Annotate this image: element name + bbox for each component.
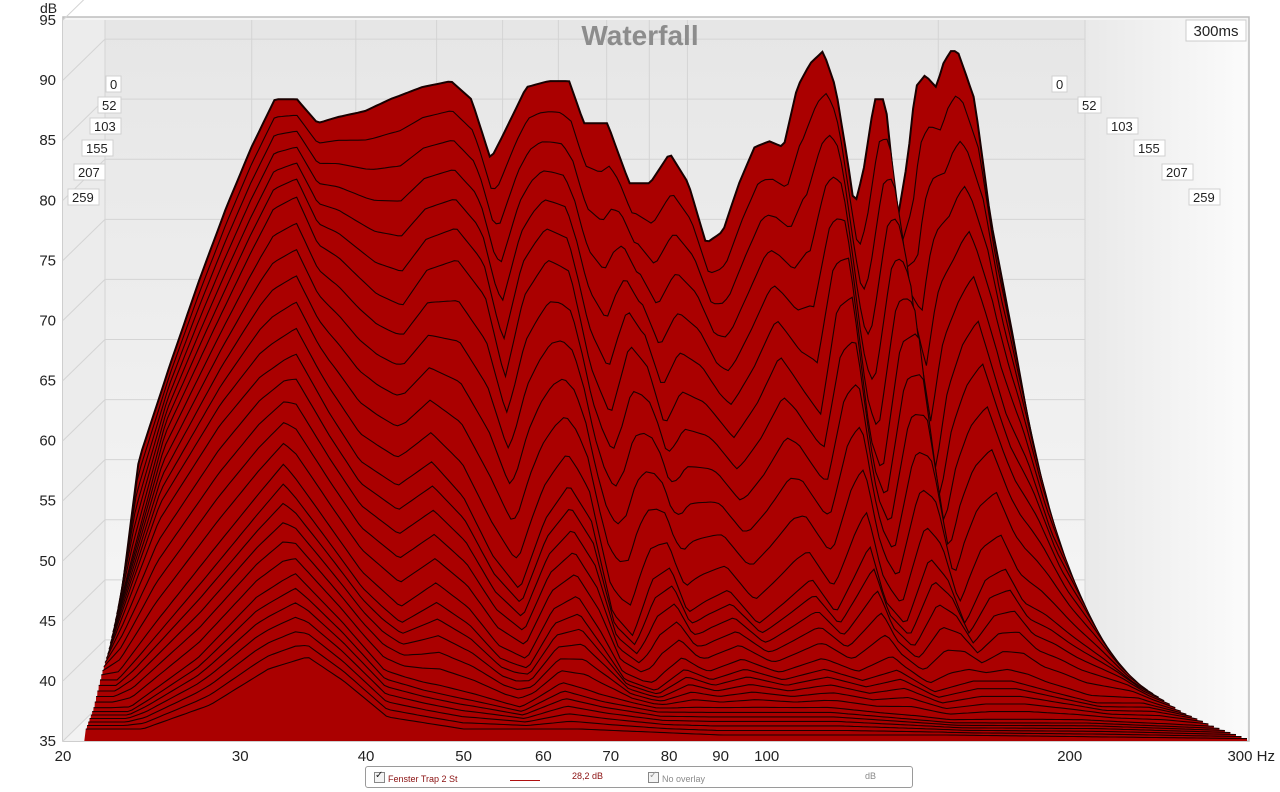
slice-line	[107, 353, 1154, 695]
slice-line	[90, 602, 1225, 732]
slice-line	[122, 50, 1088, 689]
slice-line	[85, 657, 1248, 740]
slice-line	[109, 301, 1143, 688]
overlay-item-2[interactable]: No overlay	[648, 770, 706, 784]
slice-line	[104, 401, 1165, 702]
overlay-item-2-label: No overlay	[662, 774, 706, 784]
time-slice-labels-right: 0 52 103 155 207 259	[1051, 75, 1221, 206]
slice-line	[103, 422, 1171, 705]
time-slice-label: 52	[102, 98, 116, 113]
chart-title: Waterfall	[581, 20, 698, 51]
overlay-item-1-value: 28,2 dB	[572, 771, 604, 781]
time-slice-label: 103	[94, 119, 116, 134]
slice-line	[100, 483, 1187, 715]
slice-line	[92, 587, 1220, 729]
x-tick-label: 40	[358, 748, 375, 765]
time-readout: 300ms	[1185, 19, 1247, 42]
time-slice-label-box	[1161, 163, 1194, 181]
checkbox-icon[interactable]	[374, 770, 385, 783]
overlay-item-1-label: Fenster Trap 2 St	[388, 774, 458, 784]
time-slice-label: 52	[1082, 98, 1096, 113]
series-line-swatch	[510, 776, 540, 786]
y-tick-label: 40	[39, 673, 56, 690]
time-slice-label: 103	[1111, 119, 1133, 134]
y-tick-label: 95	[39, 12, 56, 29]
y-tick-label: 35	[39, 733, 56, 750]
slice-line	[96, 541, 1203, 722]
time-slice-label: 207	[78, 165, 100, 180]
y-tick-label: 75	[39, 252, 56, 269]
time-slice-label-box	[1077, 96, 1102, 114]
time-slice-label: 0	[110, 77, 117, 92]
time-slice-label: 0	[1056, 77, 1063, 92]
waterfall-surface	[84, 50, 1248, 741]
time-slice-label-box	[1106, 117, 1139, 135]
y-tick-label: 60	[39, 433, 56, 450]
y-tick-label: 70	[39, 312, 56, 329]
slice-line	[116, 178, 1116, 675]
x-axis: 20 30 40 50 60 70 80 90 100 200 300 Hz	[55, 748, 1275, 765]
x-tick-label: 80	[661, 748, 678, 765]
slice-line	[93, 573, 1214, 727]
slice-line	[105, 378, 1159, 698]
y-tick-label: 85	[39, 132, 56, 149]
time-slice-label: 259	[1193, 190, 1215, 205]
x-tick-label: 90	[712, 748, 729, 765]
slice-line	[87, 644, 1242, 738]
x-tick-label: 70	[602, 748, 619, 765]
y-axis-unit: dB	[40, 0, 57, 16]
x-tick-label: 200	[1057, 748, 1082, 765]
time-slice-label: 207	[1166, 165, 1188, 180]
x-tick-label: 20	[55, 748, 72, 765]
time-slice-label: 155	[1138, 141, 1160, 156]
y-tick-label: 65	[39, 373, 56, 390]
checkbox-icon[interactable]	[648, 770, 659, 783]
slice-line	[117, 162, 1110, 678]
slice-line	[112, 248, 1132, 681]
slice-line	[118, 146, 1105, 680]
slice-line	[108, 327, 1149, 691]
x-tick-label: 30	[232, 748, 249, 765]
time-slice-labels-left: 0 52 103 155 207 259	[67, 75, 122, 206]
x-tick-label: 60	[535, 748, 552, 765]
time-slice-label: 155	[86, 141, 108, 156]
slice-line	[114, 196, 1121, 674]
slice-line	[101, 463, 1181, 712]
slice-line	[102, 442, 1176, 709]
x-tick-label: 100	[754, 748, 779, 765]
slice-line	[111, 275, 1138, 684]
slice-fill	[84, 657, 1247, 741]
time-slice-label-box	[1133, 139, 1166, 157]
y-axis: 35 40 45 50 55 60 65 70 75 80 85 90 95	[39, 12, 56, 750]
y-tick-label: 90	[39, 72, 56, 89]
time-slice-label: 259	[72, 190, 94, 205]
slice-line	[97, 522, 1198, 720]
time-slice-label-box	[1051, 75, 1068, 93]
y-tick-label: 50	[39, 553, 56, 570]
x-tick-label: 50	[455, 748, 472, 765]
slice-line	[98, 502, 1192, 718]
time-slice-label-box	[67, 188, 100, 206]
slice-line	[88, 631, 1237, 736]
x-tick-label: 300 Hz	[1227, 748, 1275, 765]
y-tick-label: 45	[39, 613, 56, 630]
time-readout-value: 300ms	[1193, 23, 1238, 40]
slice-line	[113, 222, 1127, 677]
time-slice-label-box	[89, 117, 122, 135]
slice-line	[94, 558, 1209, 725]
slice-line	[121, 92, 1094, 686]
overlay-item-1[interactable]: Fenster Trap 2 St	[374, 770, 458, 784]
time-slice-label-box	[97, 96, 122, 114]
legend-bar: Fenster Trap 2 St 28,2 dB No overlay dB	[365, 766, 913, 788]
time-slice-label-box	[105, 75, 122, 93]
time-slice-label-box	[73, 163, 106, 181]
time-slice-label-box	[81, 139, 114, 157]
slice-line	[120, 130, 1099, 683]
slice-line	[89, 616, 1231, 734]
y-tick-label: 55	[39, 493, 56, 510]
y-tick-label: 80	[39, 192, 56, 209]
time-slice-label-box	[1188, 188, 1221, 206]
overlay-item-2-unit: dB	[865, 771, 877, 781]
